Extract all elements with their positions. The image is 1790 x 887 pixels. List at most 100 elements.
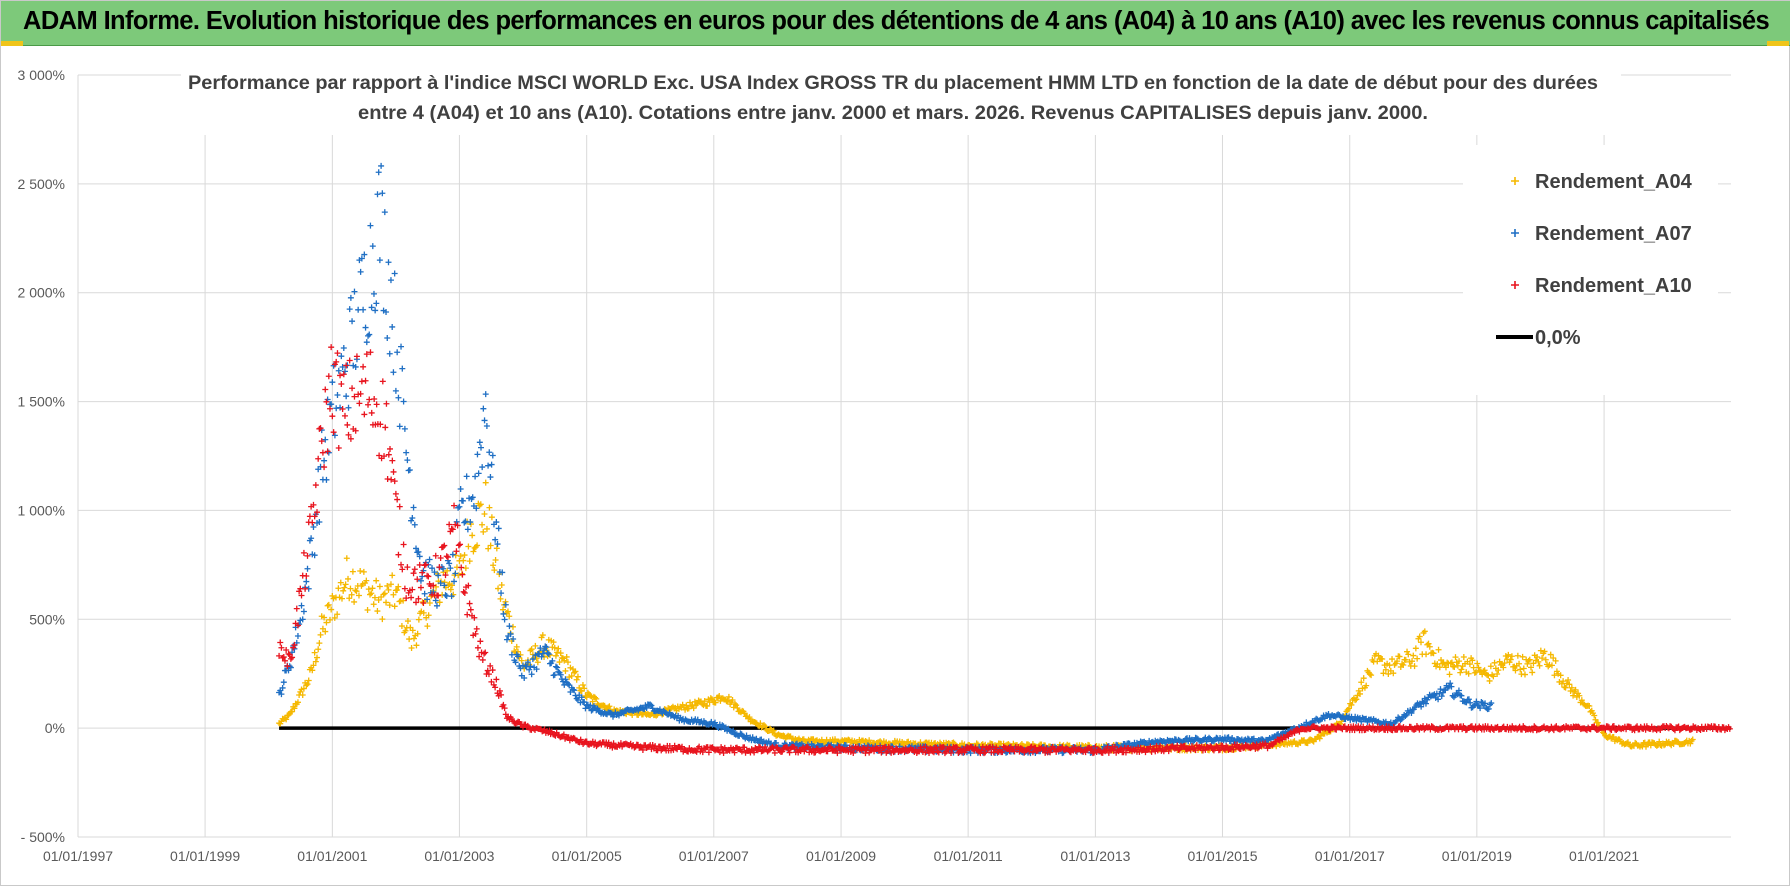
data-point xyxy=(424,572,431,579)
data-point xyxy=(1408,710,1415,717)
data-point xyxy=(532,642,539,649)
data-point xyxy=(934,748,941,755)
data-point xyxy=(411,566,418,573)
data-point xyxy=(324,602,331,609)
data-point xyxy=(1397,717,1404,724)
data-point xyxy=(460,588,467,595)
data-point xyxy=(421,590,428,597)
data-point xyxy=(337,579,344,586)
data-point xyxy=(398,623,405,630)
data-point xyxy=(1446,671,1453,678)
data-point xyxy=(489,452,496,459)
data-point xyxy=(492,556,499,563)
data-point xyxy=(542,643,549,650)
data-point xyxy=(507,631,514,638)
data-point xyxy=(452,570,459,577)
data-point xyxy=(367,349,374,356)
data-point xyxy=(343,362,350,369)
data-point xyxy=(323,619,330,626)
data-point xyxy=(1402,712,1409,719)
data-point xyxy=(396,503,403,510)
data-point xyxy=(357,268,364,275)
data-point xyxy=(473,625,480,632)
data-point xyxy=(761,722,768,729)
data-point xyxy=(470,548,477,555)
data-point xyxy=(401,585,408,592)
data-point xyxy=(454,522,461,529)
data-point xyxy=(414,630,421,637)
data-point xyxy=(466,558,473,565)
data-point xyxy=(352,427,359,434)
data-point xyxy=(1430,650,1437,657)
data-point xyxy=(533,666,540,673)
data-point xyxy=(294,622,301,629)
data-point xyxy=(1491,659,1498,666)
data-point xyxy=(410,635,417,642)
data-point xyxy=(333,358,340,365)
data-point xyxy=(356,400,363,407)
data-point xyxy=(404,457,411,464)
data-point xyxy=(308,535,315,542)
data-point xyxy=(481,510,488,517)
data-point xyxy=(935,749,942,756)
data-point xyxy=(321,457,328,464)
data-point xyxy=(647,701,654,708)
x-tick-label: 01/01/2003 xyxy=(424,848,494,864)
data-point xyxy=(1552,657,1559,664)
data-point xyxy=(335,367,342,374)
data-point xyxy=(374,608,381,615)
data-point xyxy=(469,532,476,539)
data-point xyxy=(481,417,488,424)
data-point xyxy=(413,599,420,606)
data-point xyxy=(1390,670,1397,677)
data-point xyxy=(392,490,399,497)
data-point xyxy=(432,597,439,604)
data-point xyxy=(1500,664,1507,671)
data-point xyxy=(331,614,338,621)
data-point xyxy=(408,594,415,601)
data-point xyxy=(358,255,365,262)
data-point xyxy=(367,222,374,229)
data-point xyxy=(486,449,493,456)
header-accent-right xyxy=(1767,41,1789,46)
data-point xyxy=(1505,651,1512,658)
data-point xyxy=(551,671,558,678)
x-tick-label: 01/01/2007 xyxy=(679,848,749,864)
data-point xyxy=(400,541,407,548)
data-point xyxy=(360,363,367,370)
data-point xyxy=(1634,723,1641,730)
data-point xyxy=(762,723,769,730)
data-point xyxy=(1363,682,1370,689)
data-point xyxy=(334,611,341,618)
data-point xyxy=(425,612,432,619)
y-tick-label: 3 000% xyxy=(18,67,65,83)
data-point xyxy=(424,623,431,630)
data-point xyxy=(370,290,377,297)
data-point xyxy=(422,561,429,568)
data-point xyxy=(866,737,873,744)
data-point xyxy=(476,502,483,509)
data-point xyxy=(304,681,311,688)
data-point xyxy=(1250,735,1257,742)
data-point xyxy=(472,630,479,637)
data-point xyxy=(367,591,374,598)
data-point xyxy=(1240,745,1247,752)
data-point xyxy=(1345,705,1352,712)
data-point xyxy=(476,653,483,660)
data-point xyxy=(379,378,386,385)
data-point xyxy=(687,699,694,706)
data-point xyxy=(390,369,397,376)
data-point xyxy=(290,644,297,651)
data-point xyxy=(303,682,310,689)
data-point xyxy=(1348,701,1355,708)
data-point xyxy=(724,697,731,704)
data-point xyxy=(503,636,510,643)
data-point xyxy=(460,557,467,564)
data-point xyxy=(745,715,752,722)
data-point xyxy=(315,646,322,653)
data-point xyxy=(1368,672,1375,679)
data-point xyxy=(351,598,358,605)
data-point xyxy=(880,745,887,752)
data-point xyxy=(1122,749,1129,756)
data-point xyxy=(1485,705,1492,712)
